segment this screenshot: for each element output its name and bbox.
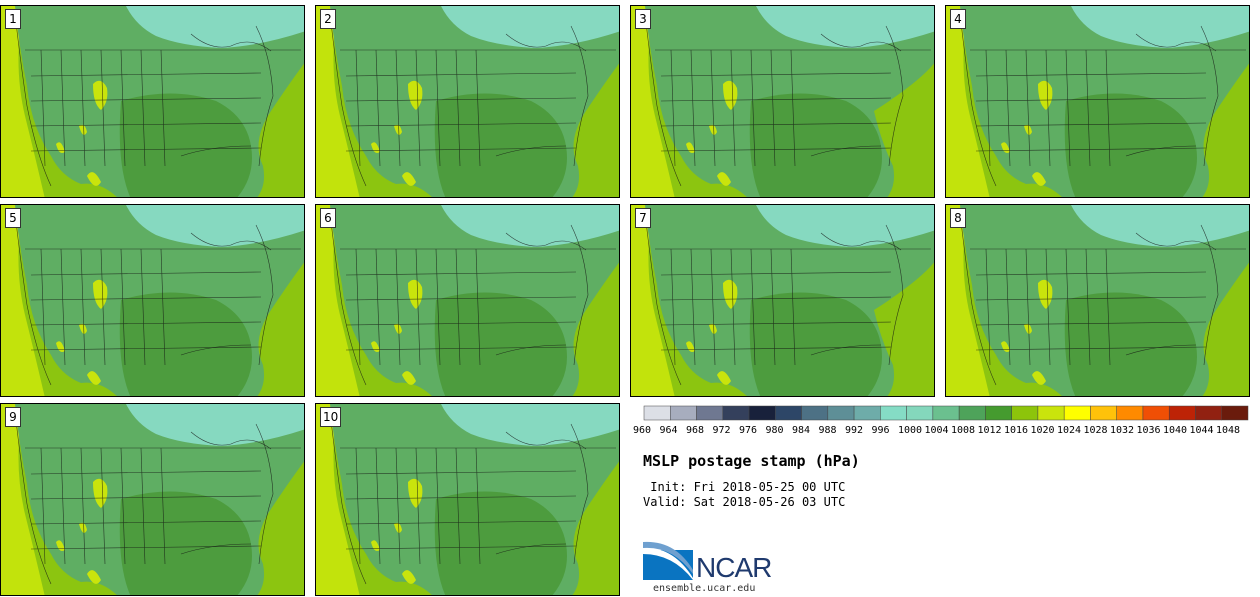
colorbar-tick-label: 1048: [1216, 425, 1241, 436]
colorbar-tick-label: 1024: [1057, 425, 1082, 436]
colorbar-tick-label: 1008: [951, 425, 976, 436]
colorbar-swatch: [670, 405, 697, 421]
panel-number-label: 3: [635, 9, 651, 29]
colorbar-tick-label: 1036: [1136, 425, 1161, 436]
map-panel-2: 2: [315, 5, 620, 198]
colorbar-swatch: [775, 405, 802, 421]
map-panel-4: 4: [945, 5, 1250, 198]
panel-number-label: 7: [635, 208, 651, 228]
colorbar-tick-label: 1012: [977, 425, 1002, 436]
colorbar-swatch: [880, 405, 907, 421]
colorbar-tick-label: 1028: [1083, 425, 1108, 436]
colorbar-swatch: [932, 405, 960, 421]
colorbar-tick-label: 1016: [1004, 425, 1029, 436]
mslp-map: [316, 6, 619, 197]
colorbar-swatch: [696, 405, 724, 421]
mslp-map: [631, 205, 934, 396]
valid-time: Valid: Sat 2018-05-26 03 UTC: [643, 495, 846, 509]
map-panel-9: 9: [0, 403, 305, 596]
mslp-map: [946, 205, 1249, 396]
colorbar-swatch: [1221, 405, 1249, 421]
panel-number-label: 9: [5, 407, 21, 427]
panel-number-label: 5: [5, 208, 21, 228]
colorbar-swatch: [801, 405, 829, 421]
colorbar-swatch: [853, 405, 881, 421]
ncar-logo-icon: [643, 541, 693, 580]
colorbar-tick-label: 1004: [924, 425, 949, 436]
colorbar-tick-label: 984: [792, 425, 811, 436]
colorbar-swatch: [1116, 405, 1144, 421]
init-time: Init: Fri 2018-05-25 00 UTC: [643, 480, 846, 494]
colorbar-tick-label: 996: [871, 425, 890, 436]
map-panel-5: 5: [0, 204, 305, 397]
colorbar-tick-label: 968: [686, 425, 705, 436]
colorbar-swatch: [1063, 405, 1091, 421]
map-panel-7: 7: [630, 204, 935, 397]
colorbar-swatch: [985, 405, 1012, 421]
colorbar-tick-label: 964: [659, 425, 678, 436]
colorbar-swatch: [722, 405, 750, 421]
colorbar-tick-label: 1040: [1163, 425, 1188, 436]
colorbar-tick-label: 992: [845, 425, 864, 436]
mslp-map: [316, 205, 619, 396]
panel-number-label: 1: [5, 9, 21, 29]
mslp-map: [1, 404, 304, 595]
colorbar-tick-label: 972: [712, 425, 731, 436]
colorbar-swatch: [906, 405, 934, 421]
ncar-logo-text: NCAR: [696, 552, 772, 583]
map-panel-3: 3: [630, 5, 935, 198]
colorbar-tick-label: 960: [633, 425, 652, 436]
colorbar-swatch: [1011, 405, 1039, 421]
colorbar-swatch: [827, 405, 855, 421]
site-url: ensemble.ucar.edu: [653, 583, 756, 594]
colorbar-tick-label: 1044: [1189, 425, 1214, 436]
panel-number-label: 4: [950, 9, 966, 29]
mslp-map: [316, 404, 619, 595]
panel-number-label: 8: [950, 208, 966, 228]
colorbar-swatch: [1090, 405, 1117, 421]
colorbar-tick-label: 976: [739, 425, 758, 436]
colorbar-swatch: [1195, 405, 1222, 421]
chart-title: MSLP postage stamp (hPa): [643, 452, 860, 470]
colorbar-swatch: [1037, 405, 1065, 421]
map-panel-10: 10: [315, 403, 620, 596]
map-panel-6: 6: [315, 204, 620, 397]
map-panel-1: 1: [0, 5, 305, 198]
panel-number-label: 2: [320, 9, 336, 29]
colorbar-tick-label: 988: [818, 425, 837, 436]
panel-number-label: 6: [320, 208, 336, 228]
mslp-map: [1, 205, 304, 396]
mslp-map: [631, 6, 934, 197]
colorbar-tick-label: 1000: [898, 425, 923, 436]
colorbar: [643, 405, 1249, 421]
colorbar-swatch: [1168, 405, 1196, 421]
panel-number-label: 10: [320, 407, 342, 427]
colorbar-swatch: [1142, 405, 1170, 421]
colorbar-tick-label: 980: [765, 425, 784, 436]
colorbar-swatch: [643, 405, 671, 421]
map-panel-8: 8: [945, 204, 1250, 397]
colorbar-tick-label: 1032: [1110, 425, 1135, 436]
mslp-map: [946, 6, 1249, 197]
colorbar-tick-label: 1020: [1030, 425, 1055, 436]
colorbar-swatch: [748, 405, 776, 421]
colorbar-swatch: [958, 405, 986, 421]
mslp-map: [1, 6, 304, 197]
